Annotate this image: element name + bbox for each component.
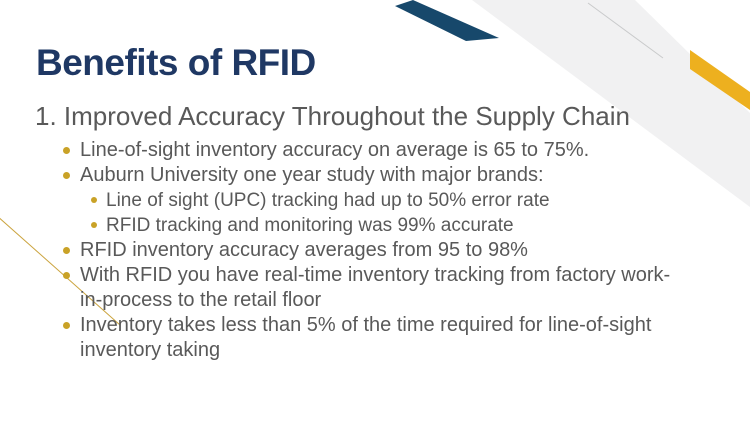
bullet-icon <box>63 322 70 329</box>
bullet-icon <box>91 222 97 228</box>
list-item: Inventory takes less than 5% of the time… <box>35 313 735 363</box>
section-heading: 1. Improved Accuracy Throughout the Supp… <box>35 101 630 131</box>
list-item-text: RFID inventory accuracy averages from 95… <box>80 239 528 261</box>
list-item: RFID tracking and monitoring was 99% acc… <box>35 213 735 238</box>
bullet-icon <box>63 247 70 254</box>
slide-body: 1. Improved Accuracy Throughout the Supp… <box>35 100 735 363</box>
list-item: With RFID you have real-time inventory t… <box>35 263 735 313</box>
gray-hairline-decoration <box>587 2 664 59</box>
bullet-icon <box>63 272 70 279</box>
gold-band-shape <box>690 50 750 110</box>
list-item-text: With RFID you have real-time inventory t… <box>80 264 671 286</box>
navy-chevron-shape <box>395 0 499 41</box>
gray-diagonal-band-shape <box>472 0 750 207</box>
list-item: Auburn University one year study with ma… <box>35 163 735 188</box>
slide-title: Benefits of RFID <box>36 42 316 83</box>
list-item-text: RFID tracking and monitoring was 99% acc… <box>106 215 514 236</box>
list-item: Line of sight (UPC) tracking had up to 5… <box>35 188 735 213</box>
list-item-text: Line of sight (UPC) tracking had up to 5… <box>106 190 550 211</box>
list-item-text: Inventory takes less than 5% of the time… <box>80 314 652 336</box>
list-item: RFID inventory accuracy averages from 95… <box>35 238 735 263</box>
list-item-text: Auburn University one year study with ma… <box>80 164 544 186</box>
gold-hairline-decoration <box>0 217 121 326</box>
list-item-text: inventory taking <box>80 339 221 361</box>
list-item: Line-of-sight inventory accuracy on aver… <box>35 138 735 163</box>
list-item-text: Line-of-sight inventory accuracy on aver… <box>80 139 590 161</box>
bullet-icon <box>63 172 70 179</box>
list-item-text: in-process to the retail floor <box>80 289 322 311</box>
bullet-icon <box>91 197 97 203</box>
bullet-icon <box>63 147 70 154</box>
